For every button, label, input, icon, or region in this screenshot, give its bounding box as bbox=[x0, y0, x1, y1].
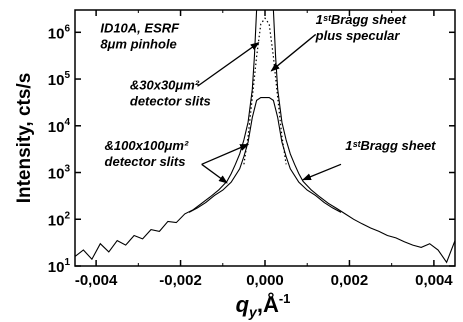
annotation-1: 1ˢᵗBragg sheet plus specular bbox=[315, 12, 407, 43]
x-tick-label: -0,004 bbox=[75, 272, 118, 289]
y-axis-title: Intensity, cts/s bbox=[14, 73, 35, 204]
labels: -0,004 -0,002 0,000 0,002 0,004 101 102 103 104 1… bbox=[14, 12, 453, 320]
series-line-2 bbox=[243, 17, 287, 165]
annotation-0: ID10A, ESRF 8μm pinhole bbox=[100, 20, 180, 51]
arrow-2 bbox=[201, 163, 228, 184]
annotation-4: 1ˢᵗBragg sheet bbox=[345, 138, 436, 153]
y-tick-label: 106 bbox=[48, 23, 71, 42]
x-tick-label: 0,000 bbox=[246, 272, 284, 289]
y-tick-label: 105 bbox=[48, 70, 71, 89]
arrow-3 bbox=[201, 143, 250, 165]
y-tick-label: 101 bbox=[48, 257, 71, 276]
axes bbox=[74, 9, 456, 267]
plot-area bbox=[75, 10, 455, 264]
arrow-0 bbox=[197, 42, 260, 87]
x-tick-label: 0,004 bbox=[415, 272, 453, 289]
y-tick-label: 104 bbox=[48, 117, 71, 136]
series-line-1 bbox=[188, 97, 342, 213]
series-line-0 bbox=[75, 10, 455, 264]
y-tick-label: 102 bbox=[48, 210, 71, 229]
x-tick-label: -0,002 bbox=[159, 272, 202, 289]
x-tick-label: 0,002 bbox=[331, 272, 369, 289]
arrow-4 bbox=[302, 163, 342, 181]
y-tick-label: 103 bbox=[48, 164, 71, 183]
x-axis-title: qy,Å-1 bbox=[236, 291, 291, 320]
annotation-3: &100x100μm² detector slits bbox=[105, 138, 189, 169]
annotation-2: &30x30μm² detector slits bbox=[130, 77, 211, 108]
arrow-1 bbox=[270, 33, 317, 72]
